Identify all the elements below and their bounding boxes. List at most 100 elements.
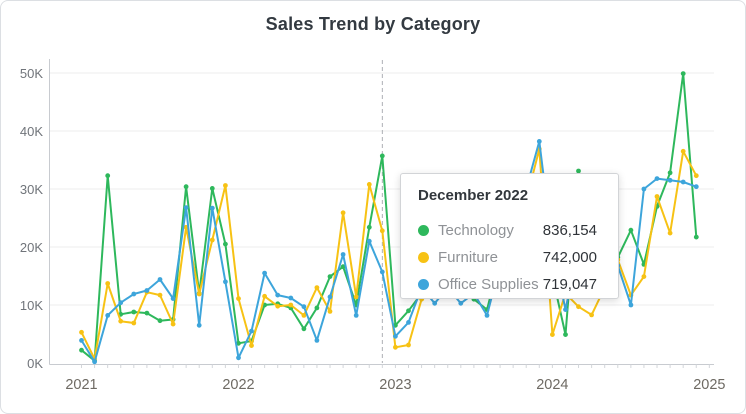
data-point-furniture[interactable] bbox=[667, 230, 673, 236]
data-point-furniture[interactable] bbox=[366, 182, 372, 187]
data-point-office-supplies[interactable] bbox=[144, 288, 150, 293]
data-point-technology[interactable] bbox=[563, 332, 568, 337]
data-point-technology[interactable] bbox=[131, 309, 137, 315]
data-point-office-supplies[interactable] bbox=[170, 296, 176, 301]
data-point-office-supplies[interactable] bbox=[301, 304, 307, 310]
data-point-furniture[interactable] bbox=[353, 294, 359, 300]
data-point-furniture[interactable] bbox=[550, 332, 555, 337]
data-point-office-supplies[interactable] bbox=[667, 177, 673, 183]
data-point-office-supplies[interactable] bbox=[236, 355, 241, 361]
data-point-office-supplies[interactable] bbox=[379, 269, 385, 275]
x-tick-label: 2022 bbox=[222, 377, 254, 393]
data-point-office-supplies[interactable] bbox=[393, 333, 398, 339]
data-point-office-supplies[interactable] bbox=[484, 313, 490, 318]
data-point-furniture[interactable] bbox=[379, 228, 385, 234]
data-point-office-supplies[interactable] bbox=[183, 205, 189, 211]
data-point-furniture[interactable] bbox=[314, 285, 320, 290]
tooltip-series-name: Technology bbox=[438, 222, 514, 239]
data-point-technology[interactable] bbox=[144, 310, 150, 316]
data-point-technology[interactable] bbox=[628, 227, 634, 233]
data-point-technology[interactable] bbox=[379, 153, 385, 159]
data-point-office-supplies[interactable] bbox=[536, 139, 542, 144]
data-point-office-supplies[interactable] bbox=[196, 322, 202, 328]
tooltip-row-furniture: Furniture 742,000 bbox=[418, 248, 597, 267]
tooltip-row-technology: Technology 836,154 bbox=[418, 221, 597, 240]
data-point-office-supplies[interactable] bbox=[92, 359, 97, 365]
data-point-technology[interactable] bbox=[209, 186, 215, 191]
data-point-furniture[interactable] bbox=[288, 302, 294, 308]
data-point-technology[interactable] bbox=[105, 173, 111, 179]
tooltip: December 2022 Technology 836,154 Furnitu… bbox=[400, 173, 619, 299]
data-point-office-supplies[interactable] bbox=[641, 186, 647, 192]
data-point-office-supplies[interactable] bbox=[157, 277, 163, 282]
data-point-office-supplies[interactable] bbox=[223, 279, 228, 285]
data-point-office-supplies[interactable] bbox=[680, 179, 686, 185]
data-point-office-supplies[interactable] bbox=[340, 252, 346, 257]
data-point-technology[interactable] bbox=[693, 234, 699, 240]
data-point-furniture[interactable] bbox=[301, 313, 307, 318]
data-point-furniture[interactable] bbox=[576, 304, 581, 310]
data-point-office-supplies[interactable] bbox=[353, 313, 359, 318]
data-point-furniture[interactable] bbox=[131, 320, 137, 326]
data-point-furniture[interactable] bbox=[654, 194, 660, 199]
data-point-office-supplies[interactable] bbox=[249, 328, 254, 334]
data-point-furniture[interactable] bbox=[236, 296, 241, 301]
data-point-furniture[interactable] bbox=[406, 342, 411, 348]
series-line-furniture bbox=[80, 148, 698, 360]
data-point-office-supplies[interactable] bbox=[654, 176, 660, 182]
data-point-furniture[interactable] bbox=[118, 318, 124, 324]
data-point-office-supplies[interactable] bbox=[79, 338, 84, 343]
data-point-furniture[interactable] bbox=[262, 293, 267, 299]
data-point-office-supplies[interactable] bbox=[118, 300, 124, 306]
data-point-office-supplies[interactable] bbox=[693, 184, 699, 190]
data-point-furniture[interactable] bbox=[393, 344, 398, 350]
data-point-furniture[interactable] bbox=[157, 292, 163, 298]
data-point-office-supplies[interactable] bbox=[131, 291, 137, 297]
data-point-furniture[interactable] bbox=[105, 281, 111, 286]
tooltip-series-value: 836,154 bbox=[542, 222, 597, 239]
data-point-technology[interactable] bbox=[366, 224, 372, 230]
data-point-furniture[interactable] bbox=[693, 173, 699, 179]
data-point-technology[interactable] bbox=[340, 264, 346, 270]
data-point-technology[interactable] bbox=[183, 184, 189, 190]
data-point-furniture[interactable] bbox=[209, 237, 215, 243]
data-point-technology[interactable] bbox=[314, 305, 320, 311]
data-point-technology[interactable] bbox=[223, 241, 228, 247]
tooltip-row-office-supplies: Office Supplies 719,047 bbox=[418, 275, 597, 294]
data-point-office-supplies[interactable] bbox=[288, 295, 294, 301]
data-point-office-supplies[interactable] bbox=[432, 300, 438, 306]
data-point-furniture[interactable] bbox=[589, 312, 594, 318]
data-point-office-supplies[interactable] bbox=[262, 270, 267, 276]
data-point-office-supplies[interactable] bbox=[563, 307, 568, 312]
data-point-furniture[interactable] bbox=[79, 329, 84, 335]
data-point-technology[interactable] bbox=[327, 274, 333, 279]
y-tick-label: 0K bbox=[27, 356, 43, 371]
data-point-furniture[interactable] bbox=[327, 309, 333, 314]
data-point-furniture[interactable] bbox=[275, 303, 281, 309]
data-point-technology[interactable] bbox=[680, 71, 686, 76]
data-point-furniture[interactable] bbox=[641, 274, 647, 279]
data-point-office-supplies[interactable] bbox=[105, 313, 111, 318]
data-point-office-supplies[interactable] bbox=[209, 205, 215, 211]
data-point-office-supplies[interactable] bbox=[314, 338, 320, 343]
data-point-furniture[interactable] bbox=[170, 321, 176, 327]
data-point-office-supplies[interactable] bbox=[275, 292, 281, 298]
data-point-technology[interactable] bbox=[236, 340, 241, 346]
data-point-office-supplies[interactable] bbox=[366, 238, 372, 244]
data-point-technology[interactable] bbox=[576, 168, 581, 174]
data-point-office-supplies[interactable] bbox=[327, 294, 333, 300]
data-point-furniture[interactable] bbox=[249, 343, 254, 348]
data-point-technology[interactable] bbox=[157, 318, 163, 324]
data-point-office-supplies[interactable] bbox=[406, 320, 411, 325]
data-point-office-supplies[interactable] bbox=[628, 302, 634, 308]
data-point-furniture[interactable] bbox=[196, 291, 202, 297]
data-point-technology[interactable] bbox=[667, 170, 673, 176]
data-point-furniture[interactable] bbox=[223, 183, 228, 188]
data-point-furniture[interactable] bbox=[680, 148, 686, 154]
data-point-office-supplies[interactable] bbox=[458, 300, 464, 306]
data-point-technology[interactable] bbox=[406, 308, 411, 314]
data-point-furniture[interactable] bbox=[340, 210, 346, 216]
data-point-technology[interactable] bbox=[301, 326, 307, 332]
data-point-technology[interactable] bbox=[79, 347, 84, 353]
